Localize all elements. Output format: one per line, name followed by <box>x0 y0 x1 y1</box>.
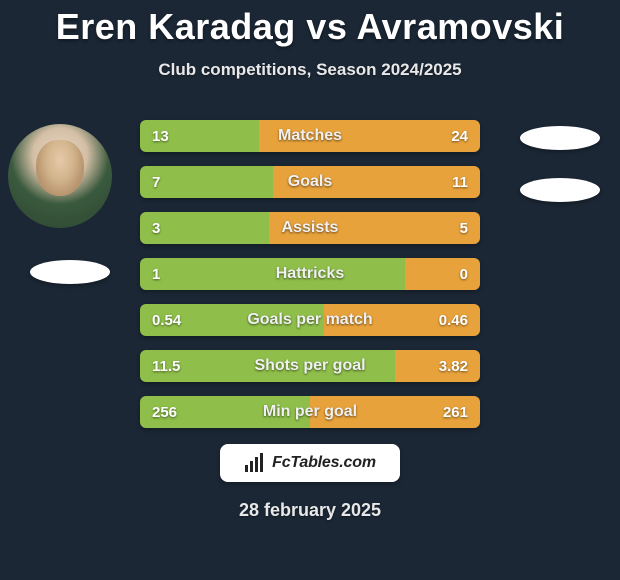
stat-left-value: 13 <box>140 120 259 152</box>
date-text: 28 february 2025 <box>0 500 620 521</box>
stat-right-value: 261 <box>310 396 480 428</box>
stat-right-value: 0 <box>405 258 480 290</box>
stat-left-value: 11.5 <box>140 350 395 382</box>
placeholder-ellipse-icon <box>520 126 600 150</box>
logo-bars-icon <box>244 453 266 473</box>
player-left-avatar <box>8 124 112 228</box>
stat-row: 11.53.82Shots per goal <box>140 350 480 382</box>
stat-right-value: 0.46 <box>324 304 480 336</box>
stat-left-value: 0.54 <box>140 304 324 336</box>
stat-row: 1324Matches <box>140 120 480 152</box>
page-title: Eren Karadag vs Avramovski <box>0 0 620 48</box>
comparison-bars: 1324Matches711Goals35Assists10Hattricks0… <box>140 120 480 442</box>
stat-left-value: 7 <box>140 166 273 198</box>
stat-right-value: 5 <box>269 212 480 244</box>
placeholder-ellipse-icon <box>520 178 600 202</box>
placeholder-ellipse-icon <box>30 260 110 284</box>
stat-row: 256261Min per goal <box>140 396 480 428</box>
stat-right-value: 11 <box>273 166 480 198</box>
stat-right-value: 3.82 <box>395 350 480 382</box>
stat-row: 35Assists <box>140 212 480 244</box>
logo-pill: FcTables.com <box>220 444 400 482</box>
logo-text: FcTables.com <box>272 454 376 472</box>
stat-row: 0.540.46Goals per match <box>140 304 480 336</box>
stat-left-value: 1 <box>140 258 405 290</box>
subtitle: Club competitions, Season 2024/2025 <box>0 60 620 80</box>
stat-row: 711Goals <box>140 166 480 198</box>
stat-left-value: 256 <box>140 396 310 428</box>
stat-row: 10Hattricks <box>140 258 480 290</box>
stat-left-value: 3 <box>140 212 269 244</box>
stat-right-value: 24 <box>259 120 480 152</box>
